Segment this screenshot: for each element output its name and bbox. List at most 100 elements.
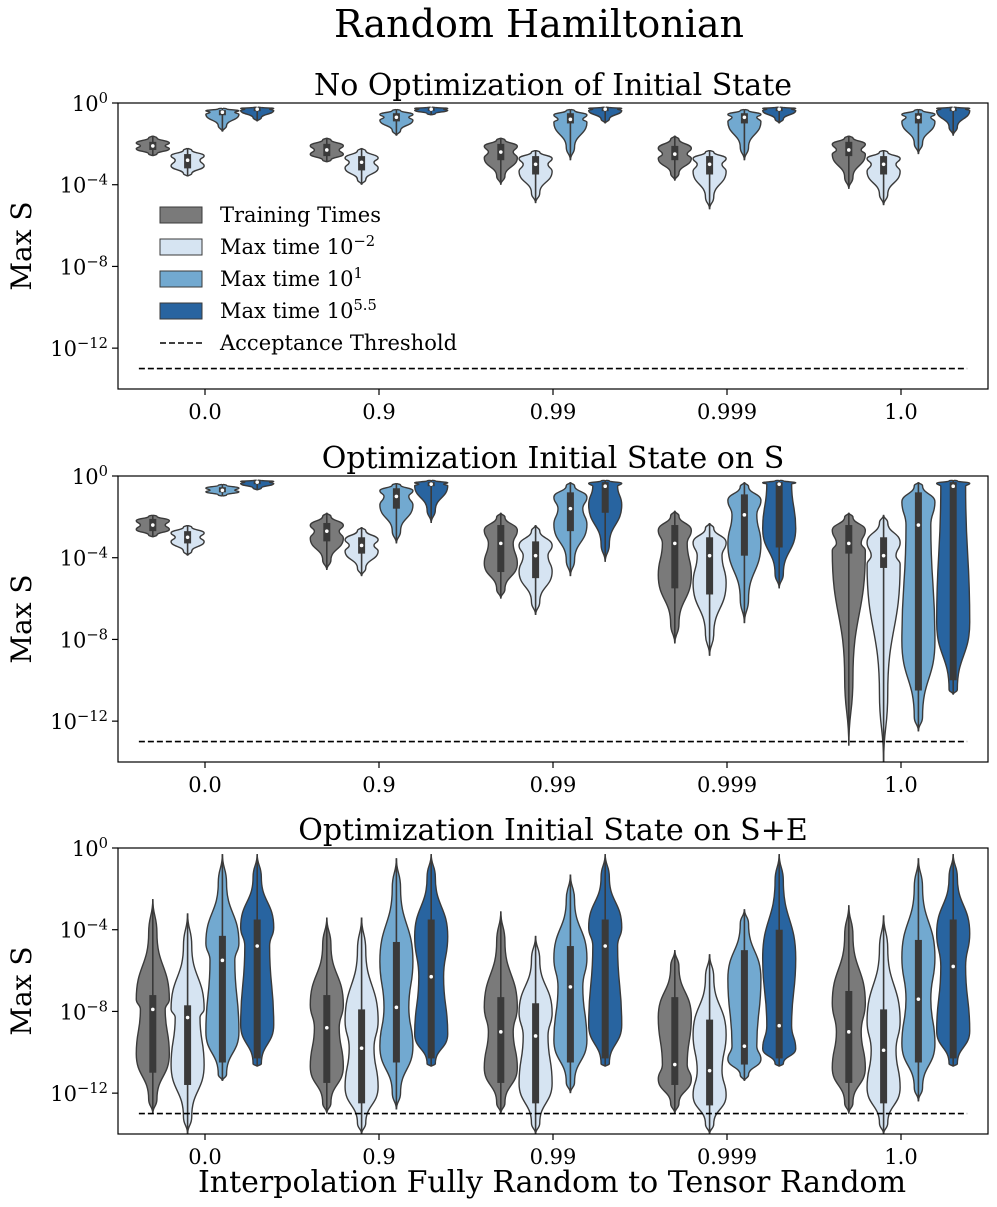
y-tick-label: 10−4 — [60, 916, 108, 943]
violin-iqr-box — [566, 946, 574, 1063]
x-tick-label: 1.0 — [884, 400, 917, 424]
legend-swatch — [159, 206, 203, 224]
violin-median — [568, 506, 573, 511]
x-tick-label: 0.0 — [188, 773, 221, 797]
violin-median — [185, 535, 190, 540]
y-tick-label-sup: 0 — [99, 90, 108, 107]
violin-iqr-box — [740, 494, 748, 556]
violin-median — [742, 1044, 747, 1048]
violin-median — [220, 958, 225, 963]
legend-swatch — [159, 238, 203, 256]
y-tick-label: 10−8 — [60, 253, 108, 280]
y-tick-label-sup: −8 — [86, 998, 108, 1015]
x-tick-label: 0.9 — [362, 400, 395, 424]
x-tick-label: 0.999 — [697, 1145, 757, 1169]
violin-iqr-box — [601, 482, 609, 513]
violin-median — [603, 944, 607, 948]
violins — [135, 106, 971, 210]
violin-median — [151, 1007, 155, 1012]
violin-median — [429, 974, 434, 979]
y-tick-label-sup: −12 — [77, 335, 108, 352]
panel-title: No Optimization of Initial State — [314, 68, 792, 103]
violin-iqr-box — [323, 995, 331, 1083]
violin-iqr-box — [218, 935, 226, 1063]
violin-iqr-box — [671, 525, 679, 589]
x-tick-label: 0.99 — [530, 773, 577, 797]
legend-swatch — [159, 270, 203, 288]
y-tick-label-sup: −12 — [77, 1080, 108, 1097]
panel-3: Optimization Initial State on S+E Max S 10… — [5, 813, 989, 1169]
violin-median — [325, 1025, 329, 1030]
violin-iqr-box — [706, 1019, 714, 1106]
y-tick-label: 10−12 — [50, 708, 108, 735]
legend-label-sup: −2 — [353, 233, 375, 250]
violin-median — [603, 107, 607, 111]
violin-median — [325, 148, 329, 152]
violin-iqr-box — [914, 939, 922, 1063]
violin-median — [707, 162, 712, 167]
violin-median — [151, 144, 155, 148]
violin-iqr-box — [845, 525, 853, 554]
violin-median — [359, 543, 364, 548]
violin-iqr-box — [532, 1003, 540, 1104]
y-tick-label-base: 10 — [72, 837, 99, 861]
x-tick-label: 1.0 — [884, 773, 917, 797]
y-tick-label-sup: −12 — [77, 708, 108, 725]
violin-median — [951, 107, 955, 111]
violin-iqr-box — [949, 919, 957, 1059]
y-tick-label-sup: −4 — [86, 916, 108, 933]
violin-median — [707, 1068, 712, 1073]
violin-iqr-box — [566, 492, 574, 532]
violin-iqr-box — [671, 997, 679, 1085]
violin-median — [847, 1030, 851, 1034]
violin-median — [568, 985, 573, 989]
violin-median — [742, 115, 747, 120]
violin-median — [499, 150, 503, 154]
legend-label-sup: 1 — [353, 265, 362, 282]
violin-median — [185, 1015, 190, 1020]
legend-label: Max time 10−2 — [220, 233, 375, 260]
violin-median — [429, 107, 434, 111]
y-axis-label: Max S — [5, 201, 38, 290]
legend-swatch — [159, 302, 203, 320]
violin-iqr-box — [532, 541, 540, 579]
violin-median — [673, 152, 677, 156]
violin-median — [881, 162, 886, 167]
y-tick-label: 10−8 — [60, 626, 108, 653]
violin-iqr-box — [253, 919, 261, 1059]
legend-label-base: Max time 10 — [220, 235, 353, 259]
violin-median — [673, 1062, 677, 1067]
y-tick-label: 100 — [72, 835, 108, 862]
violin-median — [951, 964, 955, 969]
violin-median — [673, 541, 677, 546]
legend-label: Max time 105.5 — [220, 297, 377, 324]
legend-label: Training Times — [220, 203, 381, 227]
violin-median — [777, 482, 781, 486]
y-tick-label-base: 10 — [50, 710, 77, 734]
violin-iqr-box — [775, 929, 783, 1059]
y-tick-label: 10−4 — [60, 544, 108, 571]
y-tick-label: 10−12 — [50, 335, 108, 362]
violin-iqr-box — [497, 525, 505, 573]
x-tick-label: 1.0 — [884, 1145, 917, 1169]
panel-title: Optimization Initial State on S — [322, 441, 785, 476]
y-tick-label-sup: 0 — [99, 463, 108, 480]
figure-suptitle: Random Hamiltonian — [334, 2, 744, 46]
y-tick-label-sup: 0 — [99, 835, 108, 852]
violin-median — [916, 997, 921, 1001]
violin-median — [359, 1046, 364, 1050]
panel-title: Optimization Initial State on S+E — [298, 813, 808, 848]
violin-iqr-box — [914, 492, 922, 691]
y-tick-label: 10−12 — [50, 1080, 108, 1107]
violin-median — [707, 553, 712, 558]
violin-median — [777, 1023, 781, 1028]
violin-median — [255, 944, 259, 948]
violin-median — [151, 523, 155, 527]
y-tick-label-base: 10 — [60, 547, 87, 571]
violin-median — [394, 1005, 399, 1010]
violin-median — [220, 488, 225, 493]
y-tick-label: 100 — [72, 90, 108, 117]
violins — [135, 479, 971, 763]
